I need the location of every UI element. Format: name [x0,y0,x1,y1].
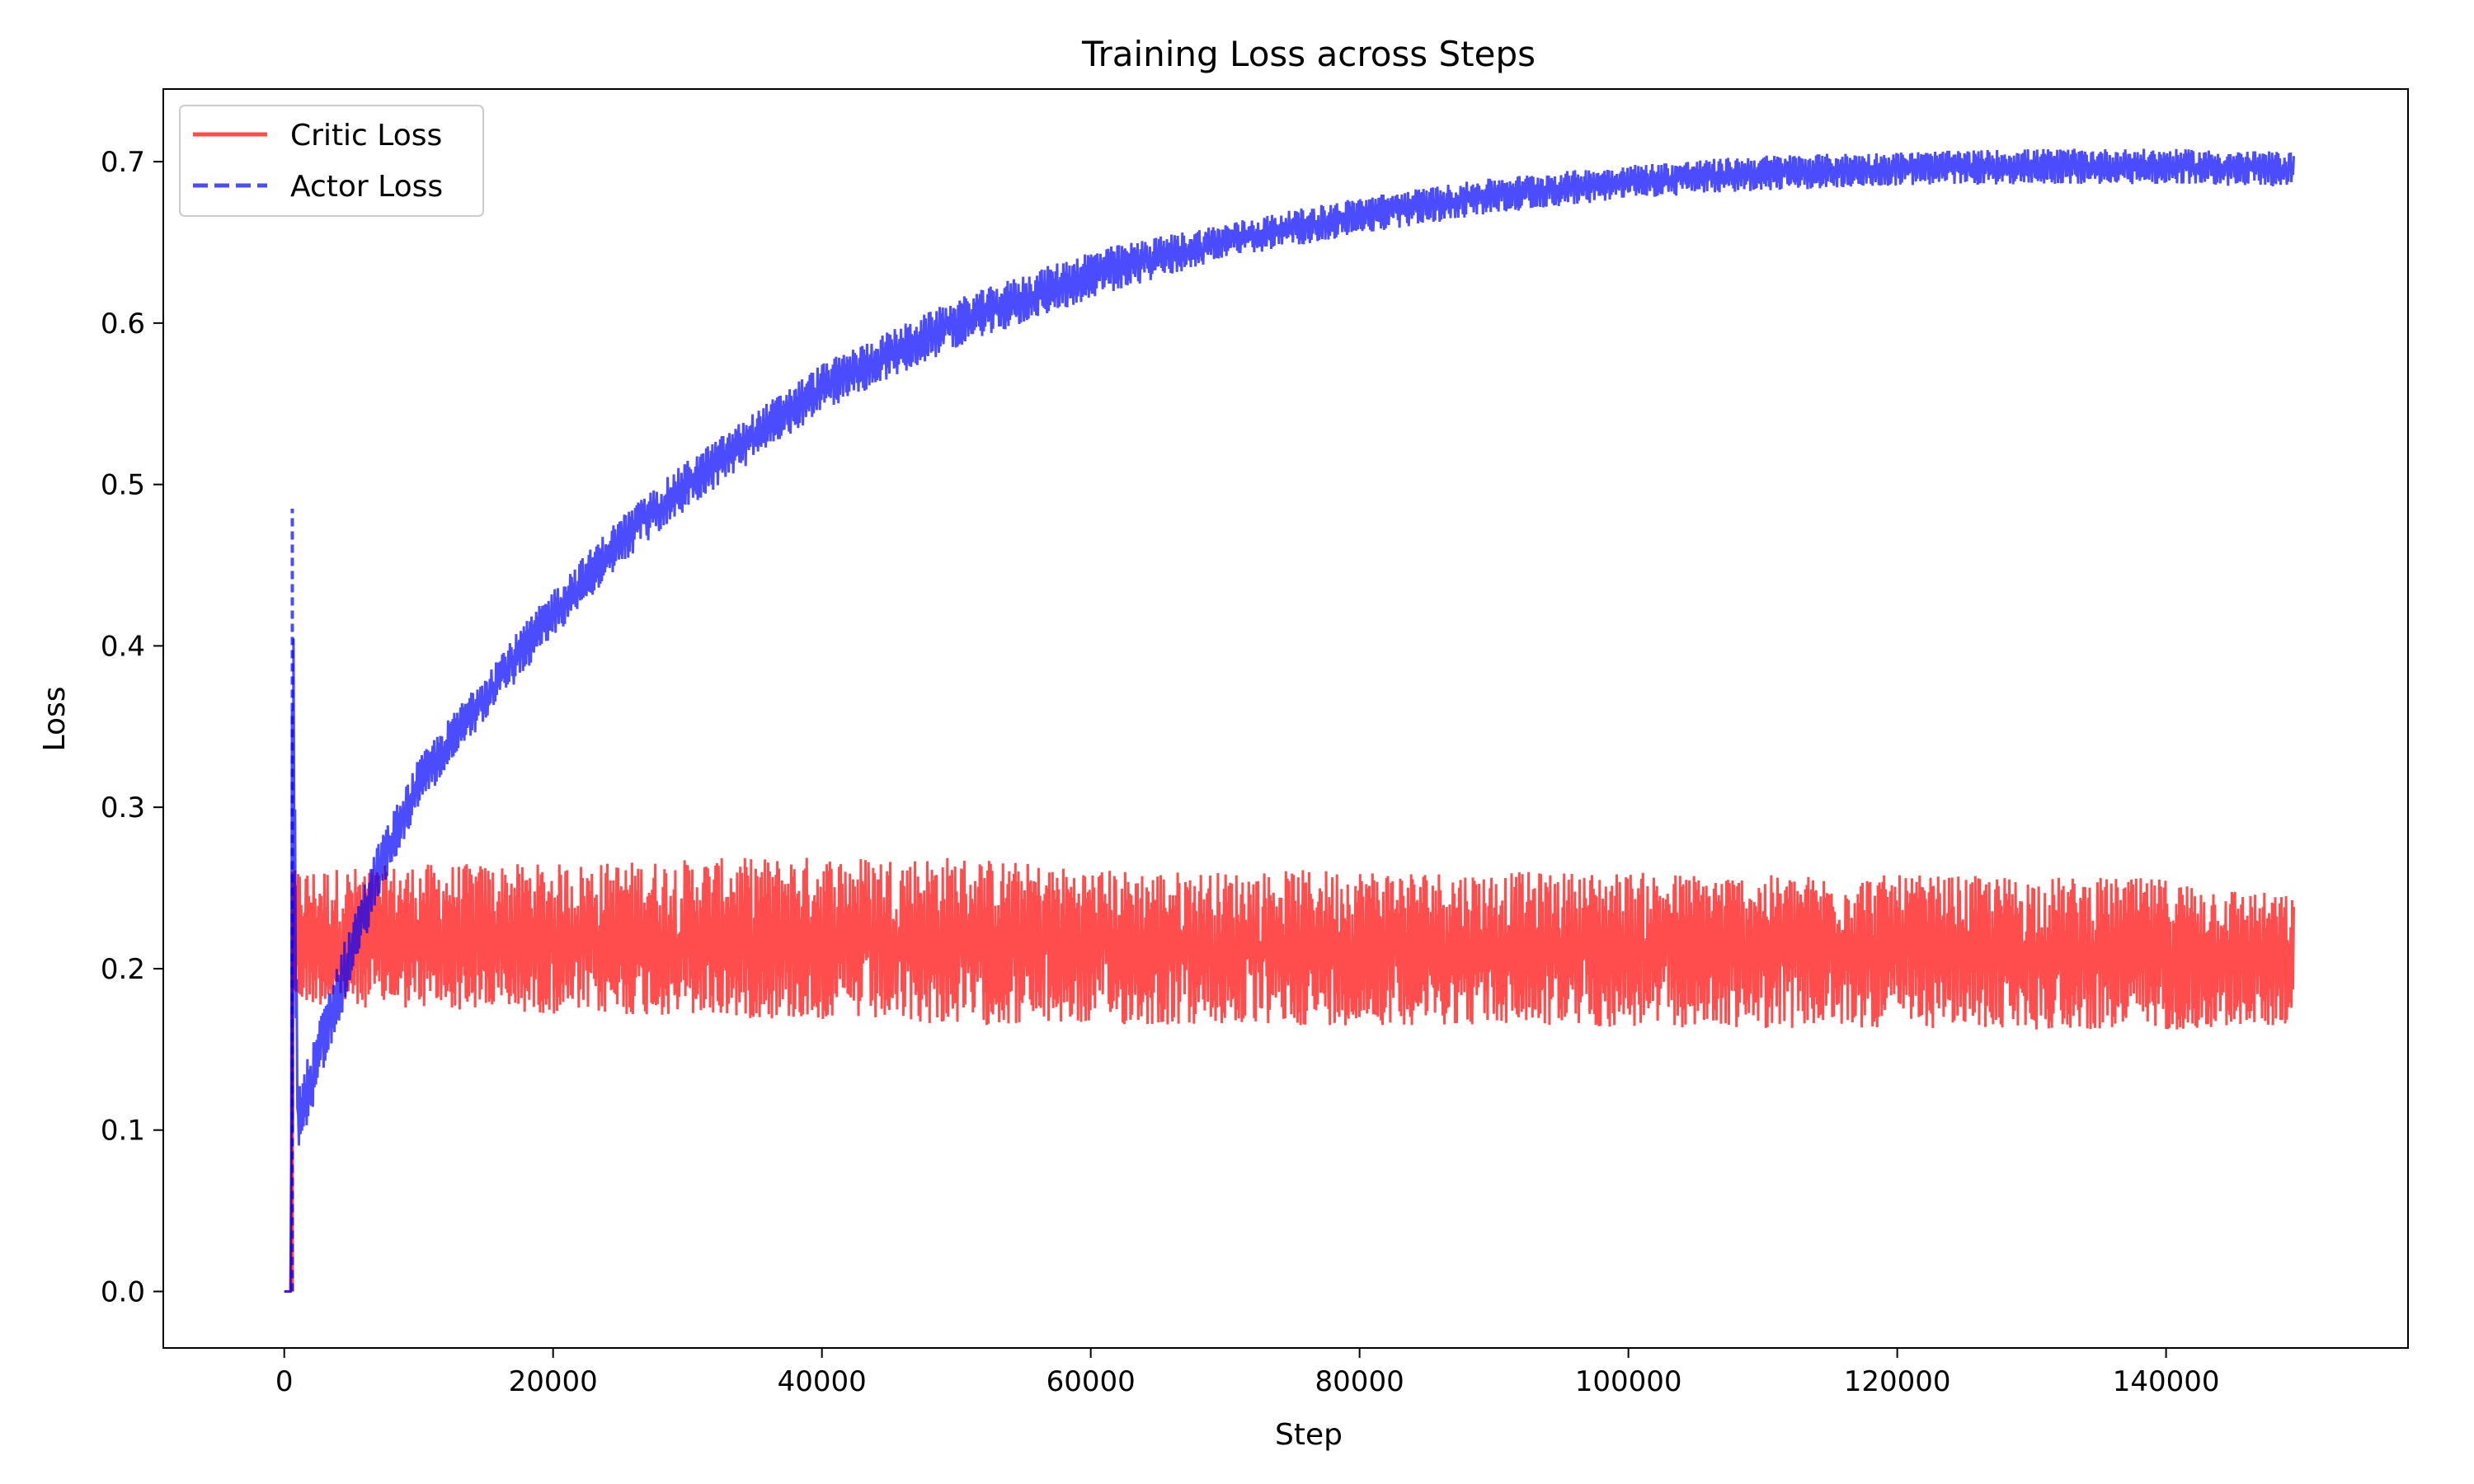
y-tick-label: 0.6 [101,308,145,340]
y-tick-label: 0.3 [101,791,145,824]
x-axis-label: Step [1275,1418,1343,1452]
y-tick-label: 0.4 [101,630,145,663]
series-line-actor-loss [284,148,2295,1293]
legend-label-critic: Critic Loss [290,119,442,153]
y-axis: 0.0 0.1 0.2 0.3 0.4 0.5 0.6 0.7 [101,146,163,1308]
x-tick-label: 40000 [778,1365,867,1398]
x-tick-label: 0 [275,1365,294,1398]
y-tick-label: 0.5 [101,469,145,502]
y-tick-label: 0.2 [101,953,145,986]
chart-title: Training Loss across Steps [1081,34,1536,74]
x-tick-label: 80000 [1315,1365,1404,1398]
y-tick-label: 0.1 [101,1115,145,1148]
y-tick-label: 0.0 [101,1275,145,1308]
series-line-critic-loss [284,857,2295,1293]
plot-series [284,148,2295,1293]
y-axis-label: Loss [38,687,72,752]
x-tick-label: 100000 [1575,1365,1682,1398]
series-actor-loss [284,148,2295,1293]
y-tick-label: 0.7 [101,146,145,179]
x-tick-label: 140000 [2113,1365,2220,1398]
x-tick-label: 120000 [1844,1365,1951,1398]
legend: Critic Loss Actor Loss [179,105,484,217]
plot-area-frame [162,88,2409,1349]
x-axis: 0 20000 40000 60000 80000 100000 120000 140000 [275,1348,2220,1398]
legend-label-actor: Actor Loss [290,170,443,204]
x-tick-label: 60000 [1047,1365,1136,1398]
x-tick-label: 20000 [509,1365,598,1398]
